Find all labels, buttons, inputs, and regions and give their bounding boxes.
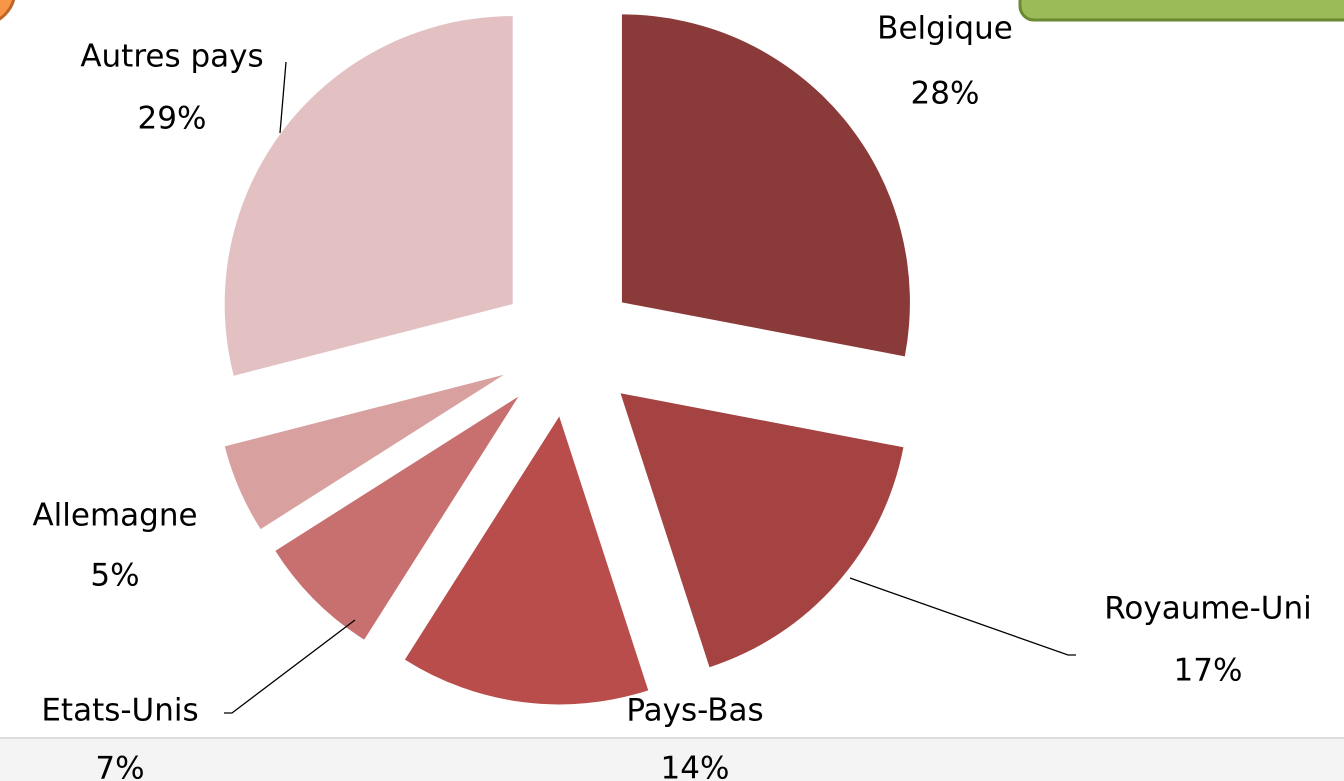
leader-line <box>279 61 287 134</box>
pie-slice <box>621 14 910 357</box>
leader-line <box>849 577 1076 656</box>
pie-slice <box>404 416 649 705</box>
slice-value-label: 29% <box>138 101 207 137</box>
slice-label: Belgique <box>877 11 1013 47</box>
slice-label: Royaume-Uni <box>1104 591 1312 627</box>
pie-slice <box>620 393 904 668</box>
slice-value-label: 14% <box>661 751 730 781</box>
decor-circle <box>0 0 16 21</box>
slice-value-label: 5% <box>90 558 139 594</box>
leader-line <box>224 619 356 714</box>
decor-box <box>1018 0 1344 22</box>
slice-value-label: 28% <box>911 76 980 112</box>
pie-slice <box>275 396 519 640</box>
pie-slice <box>224 16 513 376</box>
footer-band <box>0 738 1344 781</box>
slice-label: Pays-Bas <box>626 693 763 729</box>
slice-value-label: 17% <box>1174 653 1243 689</box>
slice-value-label: 7% <box>95 751 144 781</box>
slice-label: Etats-Unis <box>41 693 198 729</box>
pie-slice <box>224 374 504 530</box>
slice-label: Allemagne <box>32 498 197 534</box>
slice-label: Autres pays <box>80 39 263 75</box>
